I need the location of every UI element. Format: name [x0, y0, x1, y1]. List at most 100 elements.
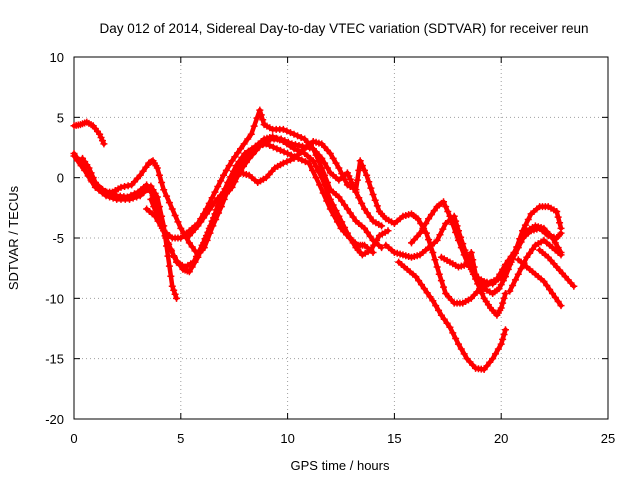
data-point: [417, 281, 425, 289]
data-point: [423, 289, 431, 297]
data-point: [70, 152, 78, 160]
data-point: [227, 173, 235, 181]
data-point: [153, 164, 161, 172]
data-point: [259, 116, 267, 124]
x-tick-label: 10: [280, 431, 294, 446]
data-point: [323, 164, 331, 172]
series-arc-1: [70, 118, 108, 148]
data-point: [343, 169, 351, 177]
data-point: [229, 167, 237, 175]
data-point: [426, 293, 434, 301]
data-point: [77, 162, 85, 170]
y-tick-label: 5: [57, 110, 64, 125]
data-point: [290, 154, 298, 162]
x-tick-label: 15: [387, 431, 401, 446]
data-point: [551, 294, 559, 302]
data-point: [294, 132, 302, 140]
data-point: [501, 273, 509, 281]
data-point: [85, 164, 93, 172]
data-point: [360, 166, 368, 174]
data-point: [286, 142, 294, 150]
data-point: [433, 263, 441, 271]
data-point: [504, 265, 512, 273]
data-point: [171, 290, 179, 298]
data-point: [154, 217, 162, 225]
data-point: [244, 147, 252, 155]
data-point: [217, 177, 225, 185]
data-point: [290, 130, 298, 138]
data-point: [489, 355, 497, 363]
data-point: [510, 251, 518, 259]
data-point: [442, 203, 450, 211]
data-point: [557, 224, 565, 232]
series-arc-2: [70, 135, 386, 276]
data-point: [279, 125, 287, 133]
data-point: [164, 239, 172, 247]
data-point: [294, 151, 302, 159]
data-point: [360, 224, 368, 232]
data-point: [444, 207, 452, 215]
data-point: [150, 203, 158, 211]
data-point: [195, 247, 203, 255]
data-point: [506, 287, 514, 295]
data-point: [170, 286, 178, 294]
data-point: [252, 142, 260, 150]
data-point: [384, 227, 392, 235]
data-point: [457, 244, 465, 252]
data-point: [422, 220, 430, 228]
data-point: [295, 141, 303, 149]
data-point: [557, 302, 565, 310]
data-point: [257, 111, 265, 119]
data-point: [198, 241, 206, 249]
data-point: [273, 145, 281, 153]
data-point: [495, 285, 503, 293]
data-point: [436, 231, 444, 239]
data-point: [136, 192, 144, 200]
data-point: [501, 290, 509, 298]
data-point: [98, 137, 106, 145]
series-arc-11: [437, 203, 565, 298]
data-point: [194, 222, 202, 230]
x-tick-label: 5: [177, 431, 184, 446]
data-point: [378, 222, 386, 230]
data-point: [366, 213, 374, 221]
data-point: [352, 186, 360, 194]
data-point: [464, 257, 472, 265]
x-axis-label: GPS time / hours: [291, 458, 390, 473]
data-point: [214, 183, 222, 191]
data-point: [167, 245, 175, 253]
data-point: [318, 154, 326, 162]
data-point: [551, 239, 559, 247]
data-point: [124, 182, 132, 190]
data-point: [548, 234, 556, 242]
data-point: [286, 156, 294, 164]
data-point: [425, 215, 433, 223]
data-point: [427, 211, 435, 219]
data-point: [430, 207, 438, 215]
data-point: [276, 136, 284, 144]
data-point: [256, 106, 264, 114]
data-point: [269, 143, 277, 151]
data-point: [170, 252, 178, 260]
data-point: [437, 311, 445, 319]
data-point: [210, 214, 218, 222]
data-point: [516, 235, 524, 243]
data-point: [443, 319, 451, 327]
data-point: [165, 262, 173, 270]
data-point: [500, 294, 508, 302]
data-point: [167, 272, 175, 280]
data-point: [142, 163, 150, 171]
data-point: [222, 166, 230, 174]
data-point: [290, 145, 298, 153]
data-point: [153, 193, 161, 201]
data-point: [543, 281, 551, 289]
y-tick-label: 10: [50, 50, 64, 65]
data-point: [507, 258, 515, 266]
data-point: [367, 184, 375, 192]
data-point: [248, 145, 256, 153]
data-point: [168, 205, 176, 213]
data-point: [335, 193, 343, 201]
data-point: [449, 220, 457, 228]
data-point: [316, 181, 324, 189]
data-point: [283, 127, 291, 135]
